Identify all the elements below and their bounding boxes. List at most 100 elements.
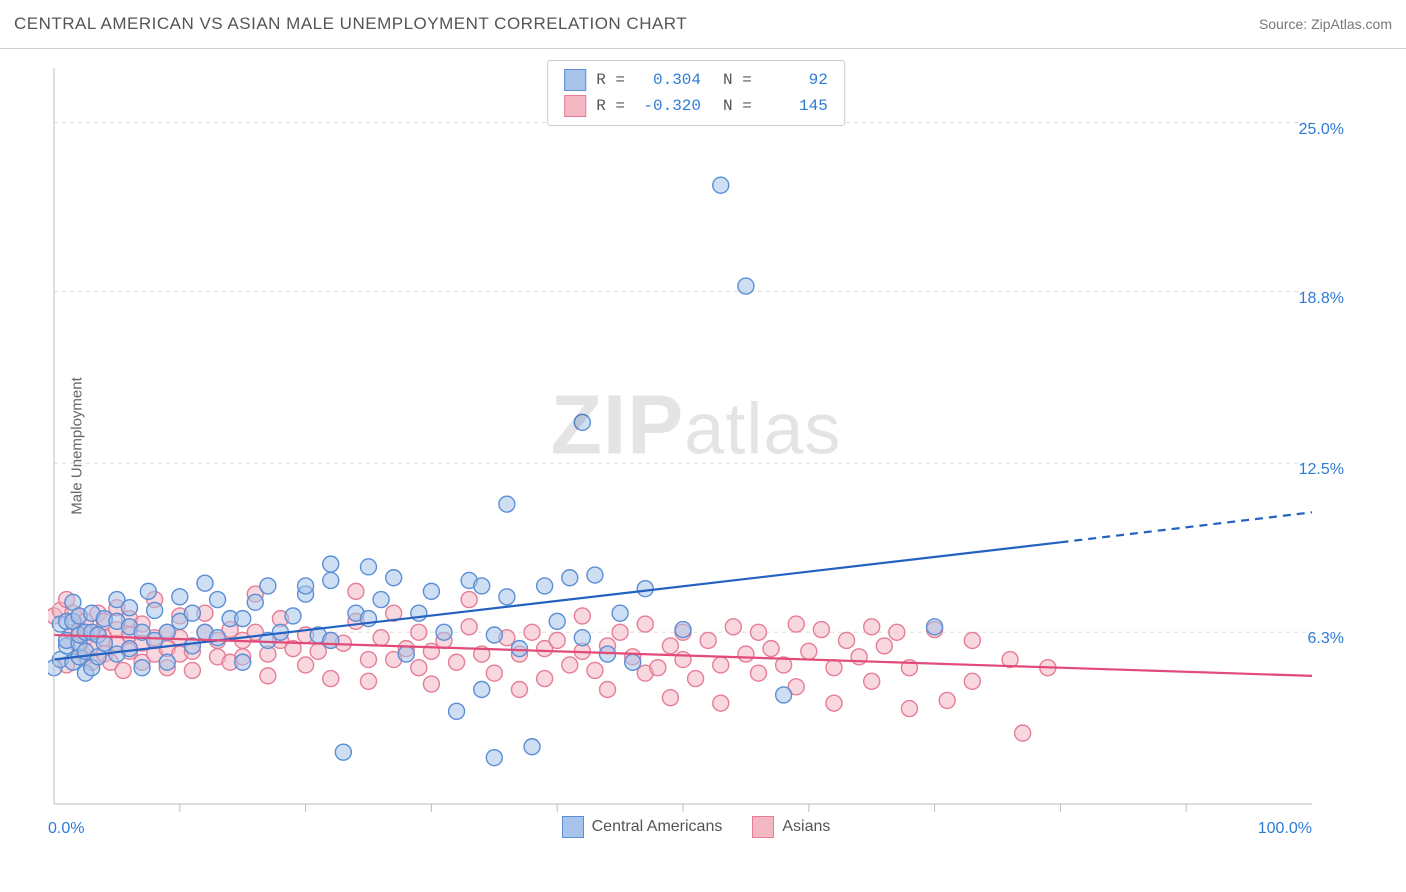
asians-point: [184, 662, 200, 678]
asians-point: [298, 657, 314, 673]
asians-point: [348, 583, 364, 599]
asians-point: [115, 662, 131, 678]
asians-point: [713, 695, 729, 711]
asians-point: [864, 673, 880, 689]
asians-point: [373, 630, 389, 646]
stat-r-label: R =: [596, 93, 625, 119]
central_americans-point: [511, 641, 527, 657]
asians-point: [323, 671, 339, 687]
central_americans-point: [323, 556, 339, 572]
central_americans-point: [172, 589, 188, 605]
y-tick-label: 18.8%: [1299, 290, 1344, 308]
central_americans-point: [499, 589, 515, 605]
asians-point: [662, 638, 678, 654]
asians-point: [411, 624, 427, 640]
central_americans-point: [210, 630, 226, 646]
asians-point: [763, 641, 779, 657]
central_americans-point: [562, 570, 578, 586]
central_americans-point: [612, 605, 628, 621]
asians-point: [826, 660, 842, 676]
asians-point: [361, 652, 377, 668]
stat-n-label: N =: [723, 67, 752, 93]
central_americans-point: [121, 600, 137, 616]
legend-label: Central Americans: [592, 818, 723, 836]
asians-point: [361, 673, 377, 689]
chart-source: Source: ZipAtlas.com: [1259, 16, 1392, 32]
central_americans-point: [499, 496, 515, 512]
asians-point: [562, 657, 578, 673]
central_americans-point: [637, 581, 653, 597]
central_americans-point: [235, 654, 251, 670]
plot-area: ZIPatlas R =0.304N =92R =-0.320N =145 6.…: [48, 60, 1344, 820]
asians-point: [574, 608, 590, 624]
source-prefix: Source:: [1259, 16, 1311, 32]
chart-header: CENTRAL AMERICAN VS ASIAN MALE UNEMPLOYM…: [0, 0, 1406, 49]
stats-row-central_americans: R =0.304N =92: [564, 67, 828, 93]
central_americans-point: [474, 682, 490, 698]
asians-point: [738, 646, 754, 662]
asians-point: [637, 616, 653, 632]
central_americans-point: [298, 578, 314, 594]
legend-item-asians: Asians: [752, 816, 830, 838]
central_americans-point: [436, 624, 452, 640]
central_americans-point: [134, 660, 150, 676]
asians-point: [612, 624, 628, 640]
central_americans-point: [423, 583, 439, 599]
asians-point: [423, 676, 439, 692]
asians-point: [713, 657, 729, 673]
central_americans-point: [335, 744, 351, 760]
correlation-stats-box: R =0.304N =92R =-0.320N =145: [547, 60, 845, 126]
asians-point: [411, 660, 427, 676]
stat-n-value: 145: [762, 93, 828, 119]
asians-point: [511, 682, 527, 698]
central_americans-point: [738, 278, 754, 294]
central_americans-point: [121, 641, 137, 657]
stat-r-value: -0.320: [635, 93, 701, 119]
asians-point: [549, 632, 565, 648]
asians-point: [864, 619, 880, 635]
scatter-chart: [48, 60, 1344, 820]
central_americans-point: [675, 622, 691, 638]
asians-point: [889, 624, 905, 640]
central_americans-point: [247, 594, 263, 610]
central_americans-point: [197, 575, 213, 591]
asians-point: [310, 643, 326, 659]
central_americans-point: [159, 654, 175, 670]
asians-point: [725, 619, 741, 635]
y-tick-label: 6.3%: [1308, 630, 1344, 648]
asians-point: [964, 673, 980, 689]
asians-point: [839, 632, 855, 648]
asians-point: [675, 652, 691, 668]
asians-point: [524, 624, 540, 640]
central_americans-trendline-extrapolated: [1060, 512, 1312, 542]
stat-n-value: 92: [762, 67, 828, 93]
central_americans-point: [486, 750, 502, 766]
asians-point: [461, 619, 477, 635]
asians-point: [750, 665, 766, 681]
asians-point: [826, 695, 842, 711]
stat-n-label: N =: [723, 93, 752, 119]
asians-point: [1015, 725, 1031, 741]
stats-row-asians: R = -0.320 N = 145: [564, 93, 828, 119]
asians-point: [600, 682, 616, 698]
central_americans-point: [140, 583, 156, 599]
central_americans-point: [398, 646, 414, 662]
central_americans-point: [361, 559, 377, 575]
asians-point: [939, 692, 955, 708]
y-tick-label: 25.0%: [1299, 121, 1344, 139]
series-legend: Central Americans Asians: [48, 816, 1344, 838]
central_americans-point: [574, 414, 590, 430]
central_americans-point: [474, 578, 490, 594]
central_americans-point: [524, 739, 540, 755]
central_americans-point: [776, 687, 792, 703]
central_americans-point: [537, 578, 553, 594]
central_americans-point: [386, 570, 402, 586]
chart-title: CENTRAL AMERICAN VS ASIAN MALE UNEMPLOYM…: [14, 14, 687, 34]
asians-swatch-icon: [564, 95, 586, 117]
central_americans-swatch-icon: [564, 69, 586, 91]
asians-point: [801, 643, 817, 659]
stat-r-label: R =: [596, 67, 625, 93]
central_americans-swatch-icon: [562, 816, 584, 838]
asians-point: [813, 622, 829, 638]
asians-point: [901, 701, 917, 717]
